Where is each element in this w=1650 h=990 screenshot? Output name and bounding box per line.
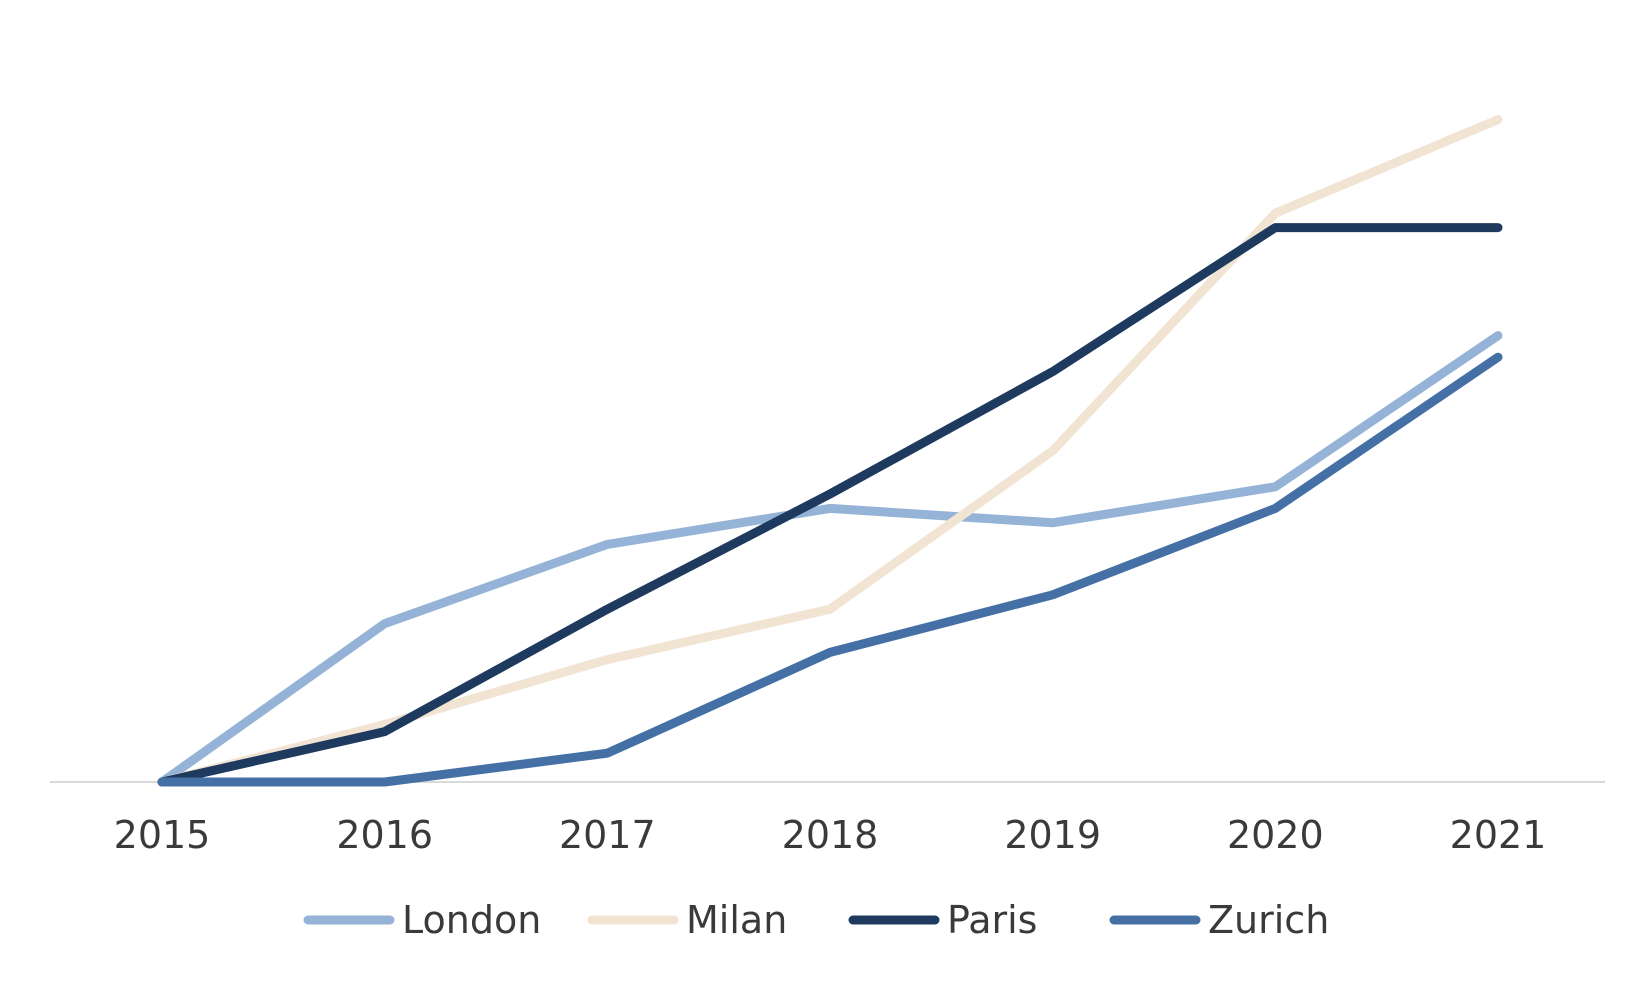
series-line-zurich — [157, 352, 1503, 787]
x-tick-label: 2020 — [1227, 813, 1324, 857]
legend-label: Paris — [947, 898, 1037, 942]
legend-item-milan: Milan — [587, 898, 787, 942]
legend-label: Zurich — [1208, 898, 1329, 942]
series-layer — [157, 115, 1503, 787]
series-line-london — [157, 331, 1503, 787]
legend-item-paris: Paris — [848, 898, 1037, 942]
legend-item-london: London — [303, 898, 541, 942]
legend-item-zurich: Zurich — [1109, 898, 1329, 942]
x-tick-label: 2015 — [114, 813, 211, 857]
series-line-paris — [157, 223, 1503, 787]
series-line-milan — [157, 115, 1503, 787]
x-tick-label: 2017 — [559, 813, 656, 857]
x-tick-label: 2021 — [1450, 813, 1547, 857]
legend: London Milan Paris Zurich — [303, 898, 1329, 942]
x-tick-label: 2016 — [336, 813, 433, 857]
legend-label: London — [402, 898, 541, 942]
legend-label: Milan — [686, 898, 787, 942]
x-axis-ticks: 2015 2016 2017 2018 2019 2020 2021 — [114, 813, 1547, 857]
x-tick-label: 2019 — [1004, 813, 1101, 857]
x-tick-label: 2018 — [782, 813, 879, 857]
